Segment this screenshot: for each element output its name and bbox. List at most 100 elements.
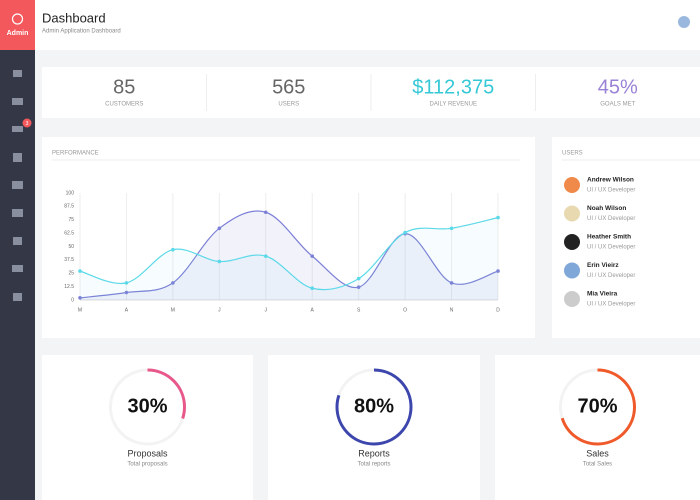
area	[80, 211, 498, 300]
gauge-card	[268, 355, 480, 500]
user-name: Mia Vieira	[587, 291, 618, 298]
point	[78, 296, 82, 300]
line-icon[interactable]	[12, 265, 23, 272]
table-icon[interactable]	[12, 181, 23, 189]
page-title: Dashboard	[42, 10, 106, 25]
user-avatar	[564, 205, 580, 222]
sidebar-icons	[12, 70, 23, 301]
gauge-label: 30%	[127, 395, 167, 417]
y-tick-label: 25	[68, 271, 74, 277]
user-name: Noah Wilson	[587, 205, 626, 212]
monitor-icon[interactable]	[12, 98, 23, 105]
point	[449, 226, 454, 231]
user-avatar	[564, 177, 580, 193]
point	[310, 254, 315, 258]
badge-count: 3	[26, 121, 29, 127]
sitemap-icon[interactable]	[12, 126, 23, 132]
y-tick-label: 12.5	[64, 284, 74, 290]
point	[124, 290, 129, 295]
point	[356, 285, 361, 289]
stat-label: CUSTOMERS	[105, 102, 143, 108]
x-tick-label: A	[311, 307, 315, 313]
point	[263, 210, 268, 215]
gauge-card	[42, 355, 253, 500]
gauge-title: Sales	[586, 448, 609, 458]
point	[171, 281, 175, 285]
users-title: USERS	[562, 151, 583, 157]
y-tick-label: 75	[68, 217, 74, 223]
point	[78, 269, 82, 273]
point	[449, 281, 454, 285]
gauge-title: Proposals	[127, 448, 168, 458]
user-role: UI / UX Developer	[587, 216, 635, 222]
chart-title: PERFORMANCE	[52, 151, 99, 157]
user-avatar	[564, 262, 580, 279]
user-avatar	[564, 291, 580, 307]
sidebar	[0, 0, 35, 500]
chart-icon[interactable]	[12, 209, 23, 217]
brand-block	[0, 0, 35, 50]
brand: Admin	[7, 30, 29, 37]
x-tick-label: A	[125, 307, 129, 313]
y-tick-label: 87.5	[64, 204, 74, 210]
gauge-title: Reports	[358, 448, 390, 458]
user-name: Erin Vieirz	[587, 262, 619, 269]
stat-value: $112,375	[412, 76, 494, 98]
user-name: Heather Smith	[587, 234, 631, 241]
gauge-arc	[559, 368, 636, 446]
x-tick-label: J	[265, 307, 268, 313]
page-subtitle: Admin Application Dashboard	[42, 29, 121, 35]
header-bar	[35, 0, 700, 50]
stat-value: 45%	[598, 76, 638, 98]
brand-icon	[11, 13, 24, 25]
book-icon[interactable]	[13, 293, 22, 301]
line	[79, 217, 499, 291]
point	[356, 276, 361, 281]
avatar[interactable]	[678, 16, 690, 28]
user-name: Andrew Wilson	[587, 177, 634, 184]
gauge-arc	[335, 368, 413, 446]
stat-label: GOALS MET	[600, 102, 635, 108]
gauge-subtitle: Total Sales	[583, 462, 612, 468]
area	[80, 217, 498, 300]
point	[496, 215, 500, 220]
stat-label: USERS	[278, 102, 299, 108]
x-tick-label: M	[171, 307, 175, 313]
performance-card	[42, 137, 535, 338]
gauge-card	[495, 355, 700, 500]
point	[263, 254, 268, 258]
point	[124, 281, 129, 285]
db-icon[interactable]	[13, 153, 22, 162]
home-icon[interactable]	[13, 70, 22, 77]
stat-value: 85	[113, 76, 135, 98]
line	[79, 210, 499, 299]
y-tick-label: 0	[71, 297, 74, 303]
gauge-subtitle: Total reports	[357, 462, 390, 468]
gauge-arc	[109, 368, 186, 446]
x-tick-label: N	[450, 307, 454, 313]
gauge-label: 80%	[354, 395, 394, 417]
point	[403, 230, 407, 235]
point	[217, 226, 222, 231]
rocket-icon[interactable]	[13, 237, 22, 245]
y-tick-label: 100	[66, 190, 75, 196]
stat-label: DAILY REVENUE	[430, 102, 477, 108]
user-avatar	[564, 234, 580, 250]
gauge-subtitle: Total proposals	[127, 462, 167, 468]
gauge-label: 70%	[577, 395, 617, 417]
user-role: UI / UX Developer	[587, 188, 635, 194]
x-tick-label: S	[357, 307, 361, 313]
stat-value: 565	[272, 76, 305, 98]
user-role: UI / UX Developer	[587, 273, 635, 279]
point	[217, 259, 222, 264]
point	[171, 247, 175, 252]
point	[310, 286, 315, 291]
user-role: UI / UX Developer	[587, 245, 635, 251]
y-tick-label: 50	[68, 244, 74, 250]
x-tick-label: J	[218, 307, 221, 313]
x-tick-label: M	[78, 307, 82, 313]
user-role: UI / UX Developer	[587, 302, 635, 308]
badge	[22, 118, 32, 128]
